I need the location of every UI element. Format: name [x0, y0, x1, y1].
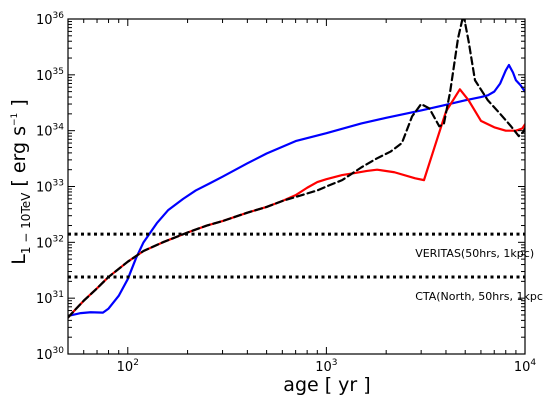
axis-ticks [67, 18, 526, 355]
y-tick-label: 1033 [36, 179, 64, 196]
cta-sensitivity-label: CTA(North, 50hrs, 1kpc) [415, 290, 543, 303]
y-axis-title-units-exponent: −1 [10, 113, 20, 126]
x-tick-label: 104 [514, 358, 537, 375]
y-tick-label-exponent: 32 [53, 234, 64, 244]
y-tick-label-base: 10 [36, 348, 53, 363]
y-tick-label: 1036 [36, 11, 64, 28]
series-black-dashed-line [68, 19, 525, 319]
series-layer [68, 19, 525, 319]
y-tick-label-exponent: 31 [53, 290, 64, 300]
x-tick-label-base: 10 [117, 360, 134, 375]
x-tick-label-base: 10 [315, 360, 332, 375]
y-tick-label-exponent: 36 [53, 11, 65, 21]
y-tick-label-base: 10 [36, 181, 53, 196]
y-tick-label-base: 10 [36, 292, 53, 307]
x-tick-label-exponent: 3 [332, 358, 338, 368]
y-tick-label: 1030 [36, 346, 64, 363]
x-tick-label-exponent: 4 [530, 358, 536, 368]
y-axis-title: L1 − 10TeV [ erg s−1 ] [8, 99, 33, 264]
x-tick-label-base: 10 [514, 360, 531, 375]
y-tick-label-exponent: 33 [53, 179, 64, 189]
plot-frame [67, 18, 526, 355]
series-red-line [68, 88, 525, 319]
y-axis-title-units-close: ] [8, 99, 30, 112]
y-axis-title-subscript: 1 − 10TeV [19, 192, 33, 254]
y-tick-label-exponent: 35 [53, 67, 64, 77]
y-tick-label-base: 10 [36, 125, 53, 140]
veritas-sensitivity-label: VERITAS(50hrs, 1kpc) [415, 247, 534, 260]
y-tick-label: 1032 [36, 234, 64, 251]
sensitivity-lines: VERITAS(50hrs, 1kpc) CTA(North, 50hrs, 1k… [68, 232, 543, 303]
y-axis-title-main: L [8, 254, 30, 265]
y-tick-label-base: 10 [36, 236, 53, 251]
y-tick-label-exponent: 30 [53, 346, 65, 356]
y-tick-label: 1031 [36, 290, 64, 307]
y-tick-label: 1035 [36, 67, 64, 84]
x-axis-title: age [ yr ] [283, 374, 370, 396]
y-tick-label: 1034 [36, 123, 64, 140]
series-blue-line [68, 63, 525, 318]
y-tick-label-base: 10 [36, 13, 53, 28]
x-tick-label: 103 [315, 358, 337, 375]
y-axis-title-units: [ erg s [8, 126, 30, 193]
y-tick-label-base: 10 [36, 69, 53, 84]
y-tick-label-exponent: 34 [53, 123, 65, 133]
x-tick-label: 102 [117, 358, 139, 375]
x-tick-label-exponent: 2 [133, 358, 139, 368]
